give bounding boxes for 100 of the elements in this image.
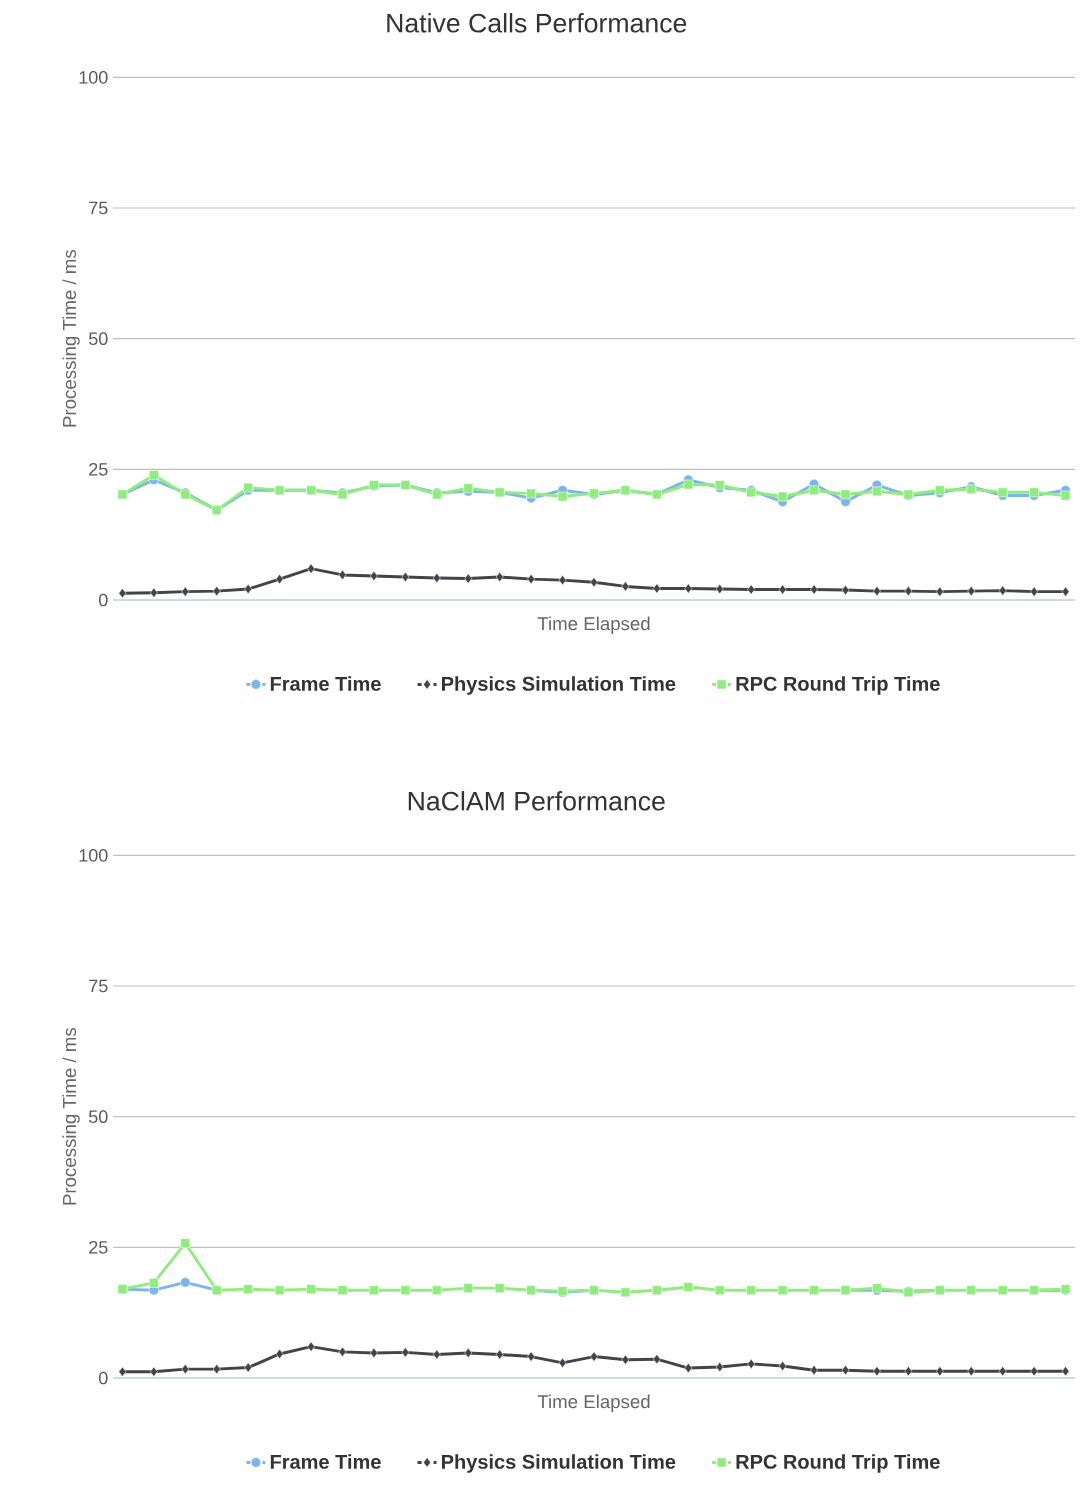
point bbox=[180, 1277, 191, 1288]
point bbox=[653, 583, 661, 594]
point bbox=[181, 1364, 190, 1375]
point bbox=[714, 1285, 725, 1295]
y-tick-label: 0 bbox=[98, 593, 108, 607]
y-tick-label: 50 bbox=[88, 332, 108, 346]
point bbox=[180, 1238, 191, 1248]
point bbox=[212, 1364, 221, 1375]
point bbox=[275, 1348, 284, 1360]
point bbox=[275, 574, 284, 585]
y-tick-label: 100 bbox=[79, 848, 108, 862]
point bbox=[149, 470, 159, 480]
point bbox=[400, 1285, 411, 1295]
point bbox=[872, 486, 882, 497]
y-tick-label: 75 bbox=[89, 201, 108, 215]
point bbox=[118, 1366, 127, 1377]
point bbox=[307, 1341, 315, 1352]
point bbox=[494, 1283, 505, 1293]
point bbox=[558, 575, 567, 586]
point bbox=[621, 1354, 630, 1365]
point bbox=[778, 1360, 787, 1372]
chart-title: Native Calls Performance bbox=[387, 13, 687, 33]
point bbox=[370, 1347, 378, 1358]
point bbox=[337, 1285, 348, 1295]
legend-label: RPC Round Trip Time bbox=[736, 676, 940, 695]
point bbox=[338, 569, 347, 580]
point bbox=[1030, 586, 1039, 597]
point bbox=[369, 1285, 379, 1295]
y-tick-label: 25 bbox=[89, 462, 108, 476]
point bbox=[463, 1283, 474, 1293]
point bbox=[873, 1366, 881, 1377]
point bbox=[904, 1366, 913, 1377]
point bbox=[401, 1347, 410, 1358]
point bbox=[306, 1284, 316, 1294]
point bbox=[464, 1347, 473, 1358]
legend-label: Frame Time bbox=[270, 676, 381, 691]
point bbox=[809, 485, 819, 496]
point bbox=[746, 1285, 756, 1295]
point bbox=[149, 1278, 159, 1288]
point bbox=[590, 1351, 598, 1362]
legend-label: Physics Simulation Time bbox=[442, 1454, 676, 1473]
point bbox=[841, 585, 850, 596]
point bbox=[621, 581, 630, 592]
point bbox=[620, 1287, 631, 1298]
point bbox=[150, 587, 158, 598]
point bbox=[526, 488, 536, 499]
x-axis-title: Time Elapsed bbox=[537, 616, 650, 634]
y-tick-label: 0 bbox=[98, 1371, 108, 1385]
point bbox=[463, 483, 474, 493]
point bbox=[873, 586, 881, 597]
point bbox=[558, 1357, 567, 1368]
point bbox=[338, 1346, 347, 1357]
y-tick-label: 50 bbox=[88, 1110, 108, 1124]
point bbox=[715, 1361, 724, 1373]
y-tick-label: 25 bbox=[89, 1240, 108, 1254]
point bbox=[904, 586, 913, 597]
point bbox=[212, 586, 221, 597]
point bbox=[150, 1366, 158, 1377]
point bbox=[809, 1285, 819, 1295]
point bbox=[684, 583, 693, 594]
legend-label: RPC Round Trip Time bbox=[736, 1454, 940, 1473]
point bbox=[1061, 586, 1070, 597]
point bbox=[683, 1282, 694, 1292]
point bbox=[998, 1366, 1007, 1377]
x-axis-title: Time Elapsed bbox=[537, 1394, 650, 1412]
point bbox=[967, 1366, 976, 1377]
point bbox=[777, 491, 788, 502]
y-axis-title: Processing Time / ms bbox=[62, 1028, 80, 1205]
point bbox=[307, 563, 315, 574]
point bbox=[118, 588, 127, 599]
point bbox=[1061, 1366, 1070, 1377]
y-tick-label: 100 bbox=[79, 70, 108, 84]
point bbox=[778, 584, 787, 595]
point bbox=[998, 585, 1007, 596]
point bbox=[244, 583, 253, 595]
point bbox=[841, 1365, 850, 1376]
point bbox=[243, 1284, 253, 1294]
point bbox=[935, 1366, 944, 1377]
point bbox=[966, 1285, 977, 1295]
point bbox=[810, 1365, 818, 1376]
point bbox=[432, 1285, 442, 1295]
point bbox=[432, 1349, 441, 1360]
point bbox=[1060, 490, 1071, 501]
point bbox=[495, 571, 504, 583]
chart-title: NaClAM Performance bbox=[408, 791, 665, 811]
point bbox=[495, 1349, 504, 1360]
point bbox=[777, 1285, 788, 1295]
point bbox=[652, 1285, 662, 1295]
point bbox=[244, 1362, 253, 1373]
point bbox=[527, 1351, 535, 1362]
point bbox=[840, 489, 851, 500]
point bbox=[967, 586, 976, 597]
point bbox=[684, 1363, 693, 1374]
point bbox=[274, 1285, 285, 1295]
y-axis-title: Processing Time / ms bbox=[62, 250, 80, 427]
point bbox=[432, 572, 441, 584]
point bbox=[557, 491, 568, 502]
point bbox=[527, 574, 535, 585]
point bbox=[464, 573, 473, 584]
point bbox=[181, 586, 190, 597]
